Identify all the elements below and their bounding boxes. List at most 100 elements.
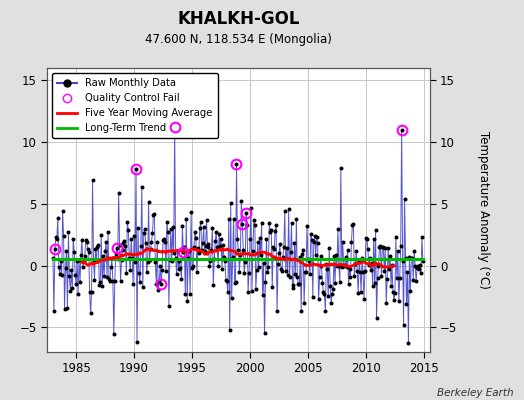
Point <box>353 268 362 274</box>
Point <box>336 165 345 171</box>
Point <box>279 254 287 260</box>
Point <box>241 258 249 265</box>
Point <box>336 279 344 285</box>
Point <box>196 219 205 225</box>
Point <box>246 236 254 242</box>
Point <box>133 339 141 346</box>
Point <box>157 280 166 287</box>
Point <box>51 246 59 253</box>
Point <box>311 233 319 239</box>
Point <box>391 290 399 296</box>
Point <box>92 257 101 264</box>
Point <box>409 277 418 283</box>
Point <box>385 265 394 272</box>
Point <box>250 222 259 228</box>
Point <box>97 232 105 238</box>
Point <box>392 275 401 281</box>
Point <box>304 256 312 262</box>
Point <box>238 220 246 227</box>
Point <box>359 269 367 275</box>
Point <box>166 257 174 264</box>
Point <box>364 246 372 252</box>
Point <box>183 297 191 304</box>
Point <box>203 244 212 250</box>
Point <box>403 269 412 275</box>
Point <box>181 291 190 297</box>
Point <box>62 248 71 254</box>
Point <box>262 236 270 242</box>
Point <box>75 257 83 263</box>
Point <box>267 227 276 233</box>
Point <box>68 285 77 292</box>
Point <box>83 239 91 245</box>
Point <box>227 295 236 301</box>
Point <box>129 281 137 288</box>
Point <box>226 200 235 206</box>
Point <box>215 230 223 237</box>
Point <box>285 206 293 213</box>
Point <box>140 226 149 232</box>
Point <box>174 266 183 273</box>
Point <box>60 306 69 313</box>
Point <box>73 258 81 264</box>
Point <box>231 280 239 286</box>
Point <box>233 236 242 242</box>
Point <box>147 239 156 245</box>
Point <box>237 198 246 204</box>
Point <box>259 260 268 266</box>
Point <box>384 245 392 251</box>
Point <box>412 278 420 285</box>
Point <box>264 264 272 270</box>
Point <box>362 235 370 242</box>
Point <box>367 260 376 266</box>
Point <box>189 263 197 269</box>
Point <box>249 248 257 254</box>
Point <box>149 212 158 218</box>
Point <box>212 229 221 236</box>
Point <box>372 227 380 234</box>
Point <box>184 254 192 261</box>
Point <box>145 199 153 205</box>
Point <box>53 215 62 221</box>
Point <box>373 314 381 321</box>
Point <box>58 272 66 279</box>
Point <box>64 229 73 235</box>
Point <box>321 308 330 314</box>
Point <box>205 263 214 270</box>
Point <box>343 247 352 254</box>
Point <box>200 224 208 231</box>
Point <box>292 216 301 222</box>
Point <box>176 258 184 264</box>
Point <box>122 270 130 276</box>
Point <box>266 228 275 235</box>
Point <box>303 222 311 229</box>
Point <box>260 330 269 337</box>
Point <box>405 253 413 260</box>
Point <box>296 254 304 261</box>
Point <box>256 235 264 242</box>
Point <box>370 280 379 286</box>
Point <box>318 280 326 286</box>
Point <box>383 276 391 282</box>
Point <box>280 244 288 250</box>
Point <box>257 220 266 226</box>
Point <box>396 274 404 281</box>
Point <box>354 290 363 296</box>
Point <box>74 291 82 297</box>
Point <box>369 235 378 242</box>
Point <box>208 224 216 231</box>
Point <box>410 248 419 254</box>
Point <box>374 263 383 270</box>
Point <box>114 190 123 196</box>
Point <box>415 266 423 273</box>
Point <box>150 210 159 217</box>
Point <box>283 272 292 278</box>
Point <box>379 244 388 250</box>
Point <box>265 220 274 226</box>
Point <box>357 288 365 295</box>
Point <box>263 269 271 276</box>
Point <box>127 236 135 242</box>
Point <box>245 270 253 276</box>
Point <box>297 308 305 314</box>
Point <box>366 254 374 261</box>
